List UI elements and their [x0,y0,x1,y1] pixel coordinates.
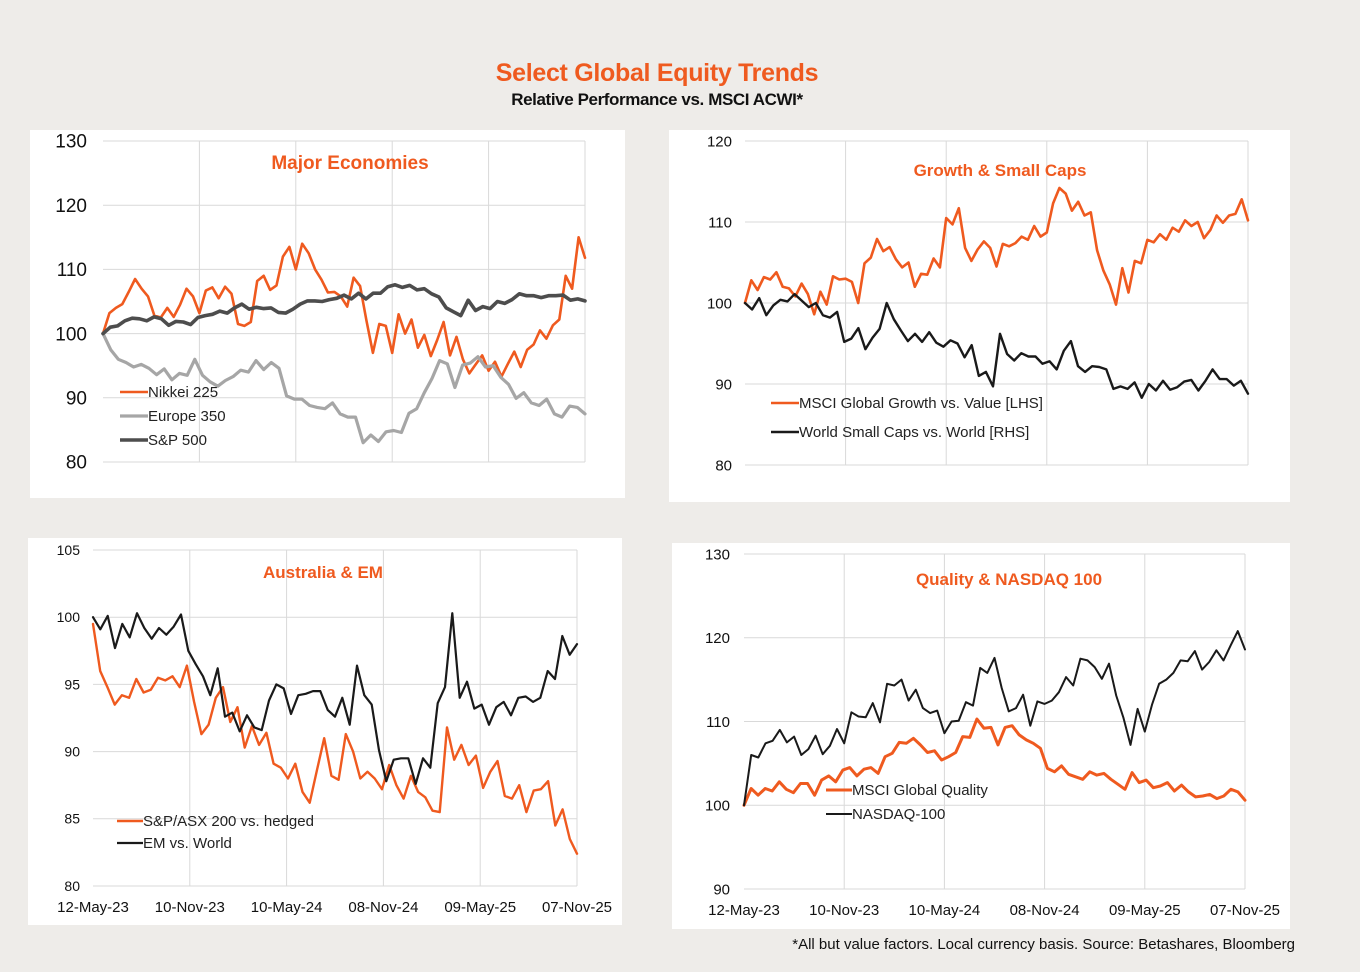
y-tick-label: 110 [706,714,730,731]
chart-svg-australia: 80 85 90 95 100 105 12-May-23 10-Nov-23 10-May-2… [57,542,612,916]
legend-label: S&P 500 [148,432,207,449]
y-tick-label: 85 [64,811,80,827]
legend-item: Nikkei 225 [120,384,218,401]
y-tick-label: 90 [715,376,732,393]
y-tick-label: 130 [705,546,730,563]
y-tick-label: 80 [66,453,87,474]
legend-label: Nikkei 225 [148,384,218,401]
legend-item: World Small Caps vs. World [RHS] [771,424,1029,441]
legend-item: EM vs. World [117,835,232,852]
series-line-nasdaq-100 [743,630,1246,807]
y-tick-label: 80 [715,457,732,474]
chart-title: Major Economies [271,153,428,174]
series-line-em-vs-world [91,612,579,785]
chart-svg-growth: 80 90 100 110 120 Growth & Small Caps MSCI Glo… [707,133,1250,474]
footnote: *All but value factors. Local currency b… [792,936,1295,953]
y-tick-label: 100 [57,609,81,625]
legend-item: MSCI Global Quality [826,782,988,799]
page-title: Select Global Equity Trends [495,59,819,87]
y-tick-label: 120 [705,630,730,647]
legend-label: MSCI Global Growth vs. Value [LHS] [799,395,1043,412]
legend-item: S&P/ASX 200 vs. hedged [117,813,314,830]
series-line-msci-global-quality [742,717,1247,807]
series-line-europe-350 [101,332,587,445]
y-tick-label: 80 [64,878,80,894]
series-line-msci-global-growth-vs-value-lhs [743,186,1250,316]
y-tick-label: 100 [707,295,732,312]
series-line-s-p-asx-200-vs-hedged [91,622,579,855]
y-tick-label: 120 [55,196,87,217]
legend-label: EM vs. World [143,835,232,852]
y-tick-label: 100 [55,324,87,345]
chart-title: Australia & EM [263,563,383,582]
chart-title: Growth & Small Caps [914,161,1087,180]
x-tick-label: 08-Nov-24 [1010,902,1080,919]
x-tick-label: 09-May-25 [444,899,516,916]
x-tick-label: 08-Nov-24 [348,899,418,916]
x-tick-label: 10-Nov-23 [155,899,225,916]
chart-panel-quality-nasdaq: 90 100 110 120 130 12-May-23 10-Nov-23 10-May-2… [672,543,1290,929]
legend: S&P/ASX 200 vs. hedged EM vs. World [117,813,314,852]
chart-panel-australia-em: 80 85 90 95 100 105 12-May-23 10-Nov-23 10-May-2… [28,538,622,925]
legend-item: Europe 350 [120,408,226,425]
x-tick-label: 10-May-24 [251,899,323,916]
x-tick-label: 07-Nov-25 [542,899,612,916]
legend-label: S&P/ASX 200 vs. hedged [143,813,314,830]
legend-item: NASDAQ-100 [826,806,945,823]
y-tick-label: 100 [705,798,730,815]
legend-item: S&P 500 [120,432,207,449]
x-tick-label: 12-May-23 [57,899,129,916]
legend: MSCI Global Growth vs. Value [LHS] World … [771,395,1043,441]
page-subtitle: Relative Performance vs. MSCI ACWI* [511,90,803,109]
series-line-s-p-500 [101,283,587,336]
y-tick-label: 105 [57,542,81,558]
x-tick-label: 10-May-24 [909,902,981,919]
chart-panel-growth-small-caps: 80 90 100 110 120 Growth & Small Caps MSCI Glo… [669,130,1290,502]
x-tick-label: 12-May-23 [708,902,780,919]
legend-item: MSCI Global Growth vs. Value [LHS] [771,395,1043,412]
x-tick-label: 10-Nov-23 [809,902,879,919]
legend-label: MSCI Global Quality [852,782,988,799]
chart-panel-major-economies: 80 90 100 110 120 130 Major Economies Nikkei 22… [30,130,625,498]
x-tick-label: 07-Nov-25 [1210,902,1280,919]
y-tick-label: 95 [64,676,80,692]
y-tick-label: 120 [707,133,732,150]
y-tick-label: 110 [708,214,732,231]
y-tick-label: 90 [64,744,80,760]
chart-title: Quality & NASDAQ 100 [916,570,1102,589]
legend: Nikkei 225 Europe 350 S&P 500 [120,384,226,449]
chart-svg-quality: 90 100 110 120 130 12-May-23 10-Nov-23 10-May-2… [705,546,1280,919]
legend-label: Europe 350 [148,408,226,425]
legend-label: World Small Caps vs. World [RHS] [799,424,1029,441]
y-tick-label: 90 [66,388,87,409]
y-tick-label: 130 [55,132,87,153]
x-tick-label: 09-May-25 [1109,902,1181,919]
y-tick-label: 110 [57,260,87,281]
y-tick-label: 90 [713,881,730,898]
series-line-nikkei-225 [101,236,587,378]
legend-label: NASDAQ-100 [852,806,945,823]
legend: MSCI Global Quality NASDAQ-100 [826,782,988,823]
series-line-world-small-caps-vs-world-rhs [743,292,1250,399]
chart-svg-major: 80 90 100 110 120 130 Major Economies Nikkei 22… [55,132,587,474]
